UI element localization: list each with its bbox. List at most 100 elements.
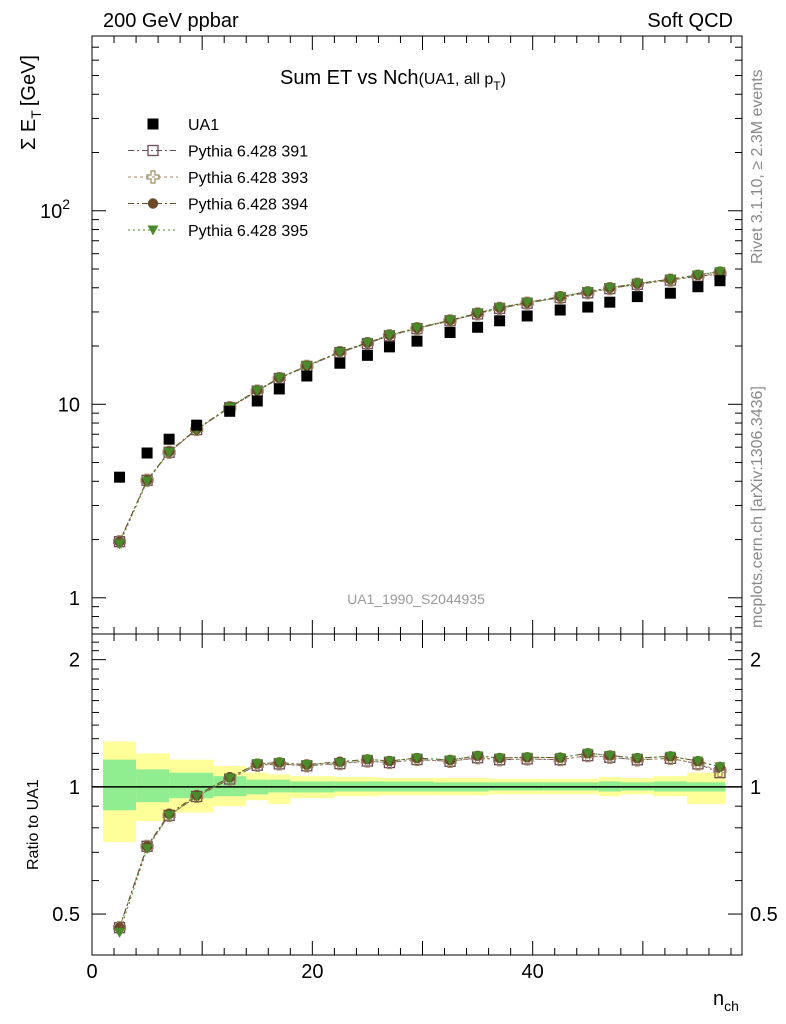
- band-green-bin: [103, 759, 137, 811]
- ratio-point-pythia-6-428-395: [631, 753, 643, 764]
- ratio-point-pythia-6-428-395: [494, 753, 506, 764]
- point-ua1: [191, 419, 203, 431]
- ratio-point-pythia-6-428-395: [521, 752, 533, 763]
- y-tick-label: 10: [58, 394, 80, 416]
- ratio-point-pythia-6-428-395: [141, 844, 153, 855]
- point-pythia-6-428-395: [383, 330, 395, 341]
- ratio-point-pythia-6-428-395: [191, 792, 203, 803]
- x-axis-label: nch: [713, 988, 739, 1014]
- point-ua1: [444, 326, 456, 338]
- header-right: Soft QCD: [647, 10, 733, 32]
- point-ua1: [411, 335, 423, 347]
- legend-label-pythia-6-428-394: Pythia 6.428 394: [188, 197, 308, 214]
- ratio-point-pythia-6-428-395: [664, 751, 676, 762]
- x-tick-label: 0: [86, 961, 97, 983]
- main-series: [112, 266, 727, 550]
- point-pythia-6-428-395: [141, 476, 153, 487]
- point-ua1: [582, 301, 594, 313]
- band-green-bin: [136, 769, 170, 803]
- side-label-rivet: Rivet 3.1.10, ≥ 2.3M events: [749, 69, 766, 264]
- ratio-series: [112, 747, 727, 938]
- ratio-plot-frame: [91, 633, 743, 956]
- ratio-point-pythia-6-428-395: [604, 750, 616, 761]
- ratio-tick-label-right: 0.5: [750, 904, 778, 926]
- ratio-point-pythia-6-428-395: [411, 753, 423, 764]
- point-pythia-6-428-395: [521, 297, 533, 308]
- ratio-point-pythia-6-428-395: [361, 754, 373, 765]
- series-line-pythia-6-428-391: [119, 273, 721, 542]
- point-pythia-6-428-395: [554, 292, 566, 303]
- point-pythia-6-428-395: [714, 267, 726, 278]
- point-ua1: [334, 357, 346, 369]
- point-pythia-6-428-395: [582, 287, 594, 298]
- point-ua1: [163, 433, 175, 445]
- legend-marker-ua1: [147, 118, 159, 130]
- ratio-tick-label-right: 2: [750, 650, 761, 672]
- point-pythia-6-428-395: [494, 303, 506, 314]
- point-pythia-6-428-395: [273, 373, 285, 384]
- point-pythia-6-428-395: [361, 338, 373, 349]
- point-ua1: [692, 281, 704, 293]
- header-left: 200 GeV ppbar: [103, 10, 239, 32]
- series-line-pythia-6-428-394: [119, 271, 721, 542]
- point-ua1: [251, 395, 263, 407]
- point-pythia-6-428-395: [251, 385, 263, 396]
- ratio-point-pythia-6-428-395: [472, 751, 484, 762]
- legend-label-ua1: UA1: [188, 117, 219, 134]
- point-ua1: [141, 447, 153, 459]
- y-axis-label: Σ ET[GeV]: [18, 55, 44, 150]
- ratio-point-pythia-6-428-395: [301, 760, 313, 771]
- point-pythia-6-428-395: [301, 361, 313, 372]
- ratio-point-pythia-6-428-395: [582, 748, 594, 759]
- point-ua1: [554, 304, 566, 316]
- point-ua1: [472, 321, 484, 333]
- point-pythia-6-428-395: [664, 274, 676, 285]
- point-pythia-6-428-395: [604, 283, 616, 294]
- point-ua1: [664, 287, 676, 299]
- ratio-tick-label-left: 2: [69, 650, 80, 672]
- ratio-point-pythia-6-428-395: [273, 758, 285, 769]
- y-tick-label: 102: [40, 196, 70, 223]
- ratio-point-pythia-6-428-395: [224, 773, 236, 784]
- x-tick-label: 20: [301, 961, 323, 983]
- point-ua1: [114, 471, 126, 483]
- x-tick-label: 40: [522, 961, 544, 983]
- point-pythia-6-428-395: [692, 270, 704, 281]
- legend-marker-pythia-6-428-395: [147, 225, 159, 236]
- point-ua1: [301, 370, 313, 382]
- point-ua1: [361, 349, 373, 361]
- point-ua1: [604, 296, 616, 308]
- ratio-point-pythia-6-428-395: [334, 758, 346, 769]
- legend-marker-pythia-6-428-394: [147, 198, 159, 209]
- point-pythia-6-428-395: [631, 278, 643, 289]
- legend-marker-pythia-6-428-393: [146, 170, 160, 184]
- point-ua1: [631, 291, 643, 303]
- analysis-watermark: UA1_1990_S2044935: [347, 591, 485, 607]
- point-ua1: [521, 310, 533, 322]
- legend: UA1 Pythia 6.428 391 Pythia 6.428 393 Pythi…: [128, 117, 308, 240]
- side-label-mcplots: mcplots.cern.ch [arXiv:1306.3436]: [749, 386, 766, 628]
- ratio-tick-label-right: 1: [750, 777, 761, 799]
- ratio-point-pythia-6-428-395: [114, 927, 126, 938]
- point-ua1: [224, 405, 236, 417]
- ratio-point-pythia-6-428-395: [383, 756, 395, 767]
- point-pythia-6-428-395: [163, 447, 175, 458]
- point-ua1: [714, 275, 726, 287]
- legend-marker-pythia-6-428-391: [147, 144, 159, 157]
- axis-ticks: [91, 35, 742, 956]
- ratio-point-pythia-6-428-395: [163, 810, 175, 821]
- ratio-point-pythia-6-428-395: [714, 762, 726, 773]
- point-pythia-6-428-395: [411, 323, 423, 334]
- legend-label-pythia-6-428-395: Pythia 6.428 395: [188, 223, 308, 240]
- point-ua1: [383, 341, 395, 353]
- point-ua1: [494, 315, 506, 327]
- series-line-pythia-6-428-395: [119, 271, 721, 545]
- ratio-y-axis-label: Ratio to UA1: [25, 779, 42, 870]
- point-pythia-6-428-395: [334, 347, 346, 358]
- point-pythia-6-428-395: [444, 315, 456, 326]
- ratio-point-pythia-6-428-395: [251, 759, 263, 770]
- y-tick-label: 1: [69, 588, 80, 610]
- point-pythia-6-428-395: [472, 308, 484, 319]
- band-green-bin: [268, 779, 291, 793]
